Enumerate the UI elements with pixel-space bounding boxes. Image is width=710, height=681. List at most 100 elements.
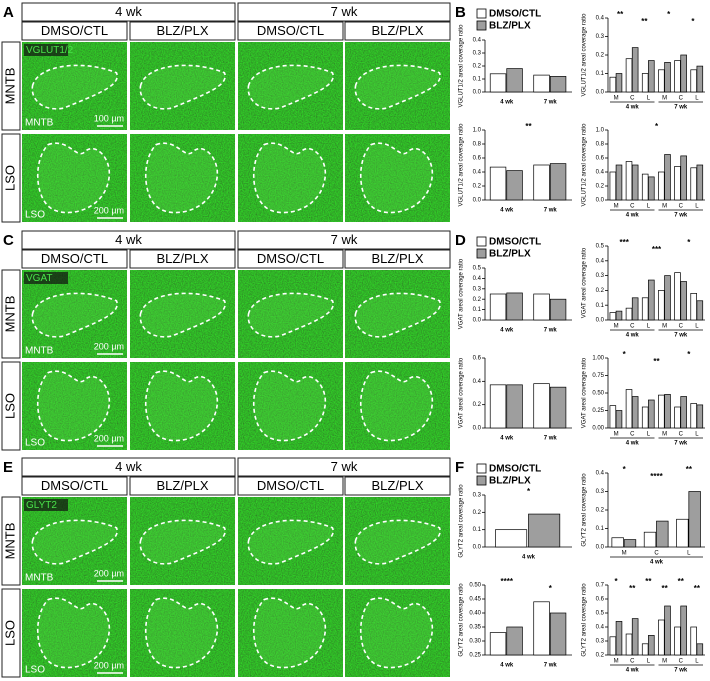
panel-letter: D bbox=[455, 232, 466, 249]
bar bbox=[658, 69, 665, 93]
y-tick-label: 0.00 bbox=[592, 426, 604, 432]
y-tick-label: 0.4 bbox=[596, 16, 605, 22]
y-tick-label: 0.2 bbox=[596, 53, 605, 59]
header-cell bbox=[21, 476, 128, 496]
bar bbox=[688, 491, 701, 548]
region-outline bbox=[140, 65, 225, 108]
region-fill bbox=[140, 293, 226, 337]
stain-badge bbox=[24, 272, 68, 284]
bar bbox=[690, 293, 697, 321]
bar bbox=[664, 605, 671, 656]
y-tick-label: 0.3 bbox=[473, 51, 482, 57]
bar bbox=[664, 394, 671, 429]
y-tick-label: 0.2 bbox=[596, 508, 605, 514]
region-border bbox=[361, 598, 433, 667]
region-border bbox=[146, 143, 218, 212]
group-label: 4 wk bbox=[650, 560, 664, 566]
significance: **** bbox=[501, 577, 514, 586]
legend-swatch bbox=[476, 236, 487, 247]
significance: ** bbox=[617, 10, 624, 19]
region-outline bbox=[38, 143, 110, 212]
bar bbox=[648, 399, 655, 429]
group-label: 7 wk bbox=[544, 328, 558, 334]
bar bbox=[609, 636, 617, 656]
y-tick-label: 0.3 bbox=[596, 489, 605, 495]
bar bbox=[609, 312, 617, 321]
micrograph bbox=[345, 42, 450, 130]
bar bbox=[680, 54, 687, 93]
bar bbox=[674, 626, 681, 656]
group-label: 4 wk bbox=[522, 555, 536, 561]
region-border bbox=[248, 65, 333, 108]
region-border bbox=[355, 65, 440, 108]
header-cell bbox=[129, 21, 236, 41]
micrograph bbox=[22, 42, 127, 130]
significance: * bbox=[687, 350, 691, 359]
region-outline bbox=[38, 598, 110, 667]
y-tick-label: 0.6 bbox=[596, 597, 605, 603]
bar bbox=[625, 58, 633, 93]
row-label: LSO bbox=[2, 393, 17, 419]
bar bbox=[609, 76, 617, 93]
region-fill bbox=[32, 520, 118, 564]
region-outline bbox=[254, 598, 326, 667]
y-tick-label: 0.1 bbox=[596, 71, 605, 77]
region-outline bbox=[140, 520, 225, 563]
scale-label: 200 µm bbox=[94, 341, 124, 351]
y-tick-label: 0.6 bbox=[473, 356, 482, 362]
header-cell bbox=[21, 230, 236, 250]
bar bbox=[533, 293, 550, 321]
scale-label: 200 µm bbox=[94, 568, 124, 578]
bar bbox=[674, 60, 681, 93]
group-label: 4 wk bbox=[626, 333, 640, 339]
scale-label: 200 µm bbox=[94, 433, 124, 443]
panel-letter: E bbox=[3, 459, 13, 476]
y-tick-label: 0.4 bbox=[596, 471, 605, 477]
region-fill bbox=[145, 371, 218, 441]
y-tick-label: 0.4 bbox=[473, 38, 482, 44]
bar bbox=[615, 410, 623, 429]
row-header bbox=[1, 361, 21, 451]
y-tick-label: 0.0 bbox=[473, 198, 482, 204]
region-fill bbox=[248, 520, 334, 564]
bar bbox=[690, 403, 697, 429]
significance: * bbox=[655, 122, 659, 131]
bar bbox=[648, 279, 655, 321]
condition-label: DMSO/CTL bbox=[257, 23, 324, 38]
bar bbox=[489, 632, 507, 656]
bar bbox=[641, 73, 649, 93]
y-tick-label: 0.1 bbox=[473, 527, 482, 533]
week-label: 7 wk bbox=[331, 459, 358, 474]
bar bbox=[690, 69, 697, 93]
subgroup-label: M bbox=[614, 432, 619, 438]
condition-label: DMSO/CTL bbox=[257, 251, 324, 266]
significance: * bbox=[687, 238, 691, 247]
bar bbox=[658, 171, 665, 201]
bar bbox=[696, 300, 704, 321]
row-header bbox=[1, 496, 21, 586]
group-label: 7 wk bbox=[674, 668, 688, 674]
header-cell bbox=[237, 2, 451, 22]
group-label: 4 wk bbox=[626, 105, 640, 111]
y-tick-label: 0.0 bbox=[596, 318, 605, 324]
bar bbox=[549, 298, 567, 321]
bar bbox=[625, 307, 633, 321]
scale-label: 100 µm bbox=[94, 113, 124, 123]
region-border bbox=[140, 520, 225, 563]
bar bbox=[528, 513, 561, 548]
bar bbox=[658, 619, 665, 656]
region-outline bbox=[248, 520, 333, 563]
region-fill bbox=[248, 293, 334, 337]
bar bbox=[549, 163, 567, 201]
y-tick-label: 0.4 bbox=[596, 258, 605, 264]
y-axis-label: VGLUT1/2 areal coverage ratio bbox=[582, 123, 588, 207]
region-outline bbox=[355, 65, 440, 108]
condition-label: DMSO/CTL bbox=[41, 251, 108, 266]
region-label: LSO bbox=[25, 210, 45, 221]
legend-label: DMSO/CTL bbox=[489, 9, 541, 20]
y-tick-label: 0.2 bbox=[596, 184, 605, 190]
micrograph bbox=[130, 270, 235, 358]
y-tick-label: 0.45 bbox=[469, 597, 481, 603]
legend-swatch bbox=[476, 20, 487, 31]
